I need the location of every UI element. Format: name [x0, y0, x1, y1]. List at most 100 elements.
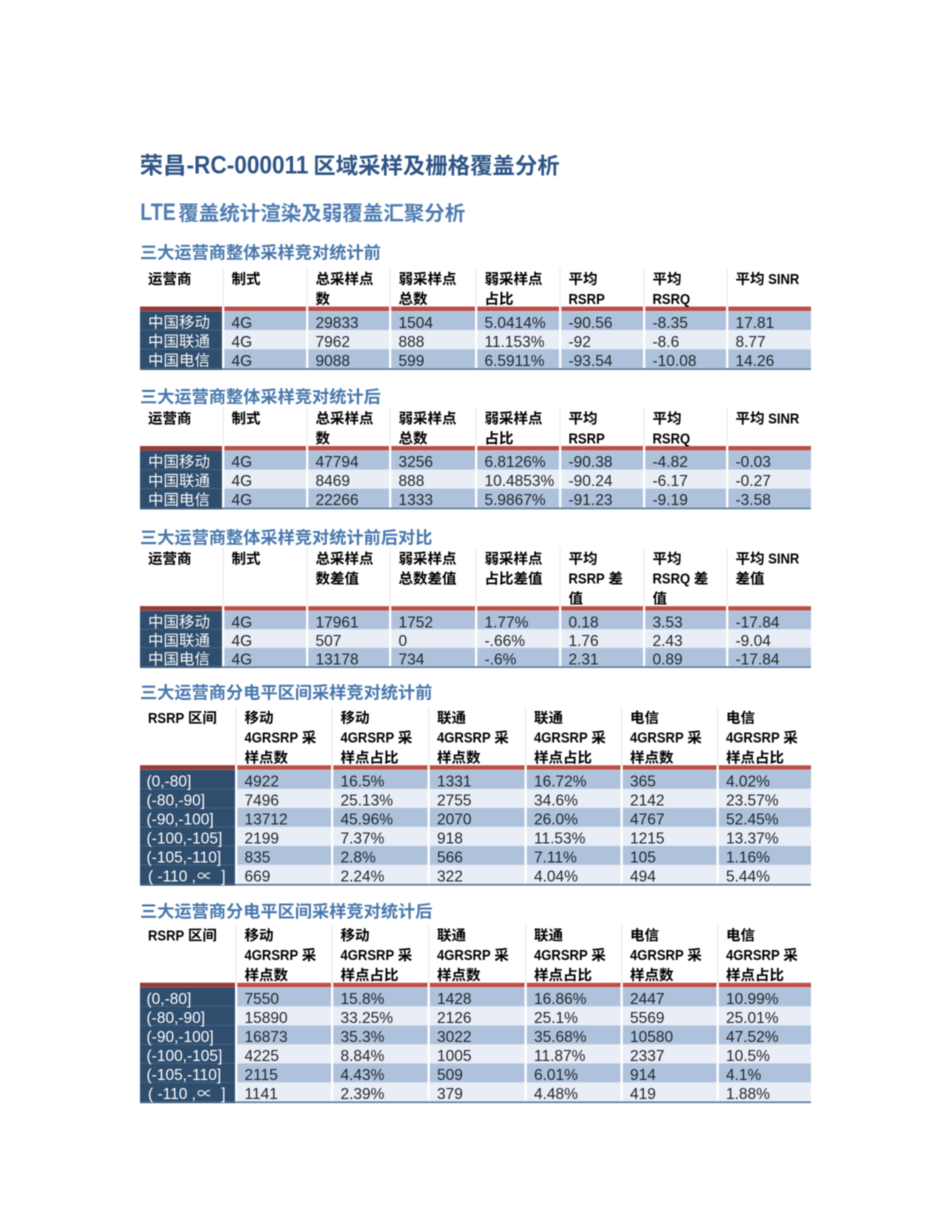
svg-text:4G: 4G — [232, 353, 253, 370]
svg-text:7550: 7550 — [245, 991, 280, 1008]
svg-text:35.68%: 35.68% — [534, 1029, 587, 1046]
svg-text:4GRSRP: 4GRSRP — [245, 731, 302, 747]
svg-text:10.4853%: 10.4853% — [485, 473, 555, 490]
svg-text:(-80,-90]: (-80,-90] — [147, 1010, 206, 1027]
svg-text:10.99%: 10.99% — [726, 991, 779, 1008]
svg-text:2070: 2070 — [437, 812, 472, 829]
svg-text:16873: 16873 — [245, 1029, 288, 1046]
svg-text:11.87%: 11.87% — [534, 1048, 586, 1065]
svg-text:(-100,-105]: (-100,-105] — [147, 831, 223, 848]
svg-text:16.72%: 16.72% — [534, 774, 587, 791]
svg-text:RSRP: RSRP — [569, 572, 609, 588]
svg-text:9088: 9088 — [316, 353, 350, 370]
svg-text:4.04%: 4.04% — [534, 869, 578, 886]
svg-text:6.8126%: 6.8126% — [485, 454, 546, 471]
svg-text:23.57%: 23.57% — [726, 793, 779, 810]
svg-text:4G: 4G — [232, 633, 253, 650]
svg-text:(-105,-110]: (-105,-110] — [147, 850, 222, 867]
svg-text:888: 888 — [399, 334, 425, 351]
svg-text:4GRSRP: 4GRSRP — [341, 948, 398, 964]
svg-text:47794: 47794 — [316, 454, 359, 471]
svg-text:SINR: SINR — [765, 411, 800, 427]
svg-text:22266: 22266 — [316, 492, 359, 509]
svg-text:-90.38: -90.38 — [569, 454, 613, 471]
svg-text:-92: -92 — [569, 334, 591, 351]
svg-text:]: ] — [213, 1086, 226, 1103]
svg-text:RSRP: RSRP — [148, 711, 188, 727]
svg-text:4GRSRP: 4GRSRP — [534, 731, 591, 747]
svg-text:2.43: 2.43 — [653, 633, 683, 650]
svg-text:1752: 1752 — [399, 614, 433, 631]
svg-text:4G: 4G — [232, 315, 253, 332]
svg-text:4GRSRP: 4GRSRP — [726, 948, 783, 964]
svg-text:2755: 2755 — [437, 793, 471, 810]
svg-text:13178: 13178 — [316, 651, 359, 668]
svg-text:-90.56: -90.56 — [569, 315, 613, 332]
svg-text:379: 379 — [437, 1086, 463, 1103]
svg-text:6.01%: 6.01% — [534, 1067, 578, 1084]
svg-text:4GRSRP: 4GRSRP — [630, 948, 687, 964]
svg-text:(-80,-90]: (-80,-90] — [147, 793, 206, 810]
svg-text:4G: 4G — [232, 492, 253, 509]
svg-text:7.11%: 7.11% — [534, 850, 577, 867]
svg-text:734: 734 — [399, 651, 425, 668]
svg-text:( -110 ,: ( -110 , — [148, 869, 196, 886]
svg-text:4767: 4767 — [630, 812, 664, 829]
svg-text:1.77%: 1.77% — [485, 614, 529, 631]
svg-text:4GRSRP: 4GRSRP — [534, 948, 591, 964]
svg-text:SINR: SINR — [765, 272, 800, 288]
svg-text:2337: 2337 — [630, 1048, 664, 1065]
svg-text:25.01%: 25.01% — [726, 1010, 779, 1027]
svg-text:0: 0 — [399, 633, 408, 650]
svg-text:4G: 4G — [232, 473, 253, 490]
svg-text:2447: 2447 — [630, 991, 664, 1008]
svg-text:2115: 2115 — [245, 1067, 278, 1084]
svg-text:29833: 29833 — [316, 315, 359, 332]
svg-text:47.52%: 47.52% — [726, 1029, 779, 1046]
svg-text:2.8%: 2.8% — [341, 850, 377, 867]
svg-text:1428: 1428 — [437, 991, 471, 1008]
svg-text:-17.84: -17.84 — [736, 614, 780, 631]
svg-text:2126: 2126 — [437, 1010, 471, 1027]
svg-text:16.86%: 16.86% — [534, 991, 587, 1008]
svg-text:-0.27: -0.27 — [736, 473, 771, 490]
svg-text:RSRQ: RSRQ — [653, 572, 694, 588]
svg-text:(-90,-100]: (-90,-100] — [147, 1029, 214, 1046]
svg-text:25.13%: 25.13% — [341, 793, 394, 810]
svg-text:15890: 15890 — [245, 1010, 288, 1027]
svg-text:33.25%: 33.25% — [341, 1010, 394, 1027]
svg-text:-3.58: -3.58 — [736, 492, 771, 509]
svg-text:-9.19: -9.19 — [653, 492, 688, 509]
svg-text:(0,-80]: (0,-80] — [147, 774, 192, 791]
svg-text:(-100,-105]: (-100,-105] — [147, 1048, 223, 1065]
svg-text:11.153%: 11.153% — [485, 334, 545, 351]
svg-text:1.16%: 1.16% — [726, 850, 770, 867]
svg-text:1504: 1504 — [399, 315, 434, 332]
svg-text:4225: 4225 — [245, 1048, 279, 1065]
svg-text:3022: 3022 — [437, 1029, 471, 1046]
svg-text:509: 509 — [437, 1067, 463, 1084]
svg-text:-10.08: -10.08 — [653, 353, 697, 370]
svg-text:-8.35: -8.35 — [653, 315, 688, 332]
svg-text:7496: 7496 — [245, 793, 279, 810]
svg-text:(-105,-110]: (-105,-110] — [147, 1067, 222, 1084]
svg-text:3.53: 3.53 — [653, 614, 683, 631]
svg-text:10580: 10580 — [630, 1029, 673, 1046]
svg-text:]: ] — [213, 869, 226, 886]
svg-text:5.0414%: 5.0414% — [485, 315, 546, 332]
svg-text:13.37%: 13.37% — [726, 831, 779, 848]
svg-text:835: 835 — [245, 850, 271, 867]
svg-text:2.24%: 2.24% — [341, 869, 385, 886]
svg-text:105: 105 — [630, 850, 656, 867]
svg-text:(0,-80]: (0,-80] — [147, 991, 192, 1008]
svg-text:-93.54: -93.54 — [569, 353, 613, 370]
svg-text:4G: 4G — [232, 334, 253, 351]
svg-text:0.89: 0.89 — [653, 651, 683, 668]
svg-text:16.5%: 16.5% — [341, 774, 385, 791]
svg-text:1.88%: 1.88% — [726, 1086, 770, 1103]
svg-text:669: 669 — [245, 869, 271, 886]
svg-text:2199: 2199 — [245, 831, 279, 848]
svg-text:-8.6: -8.6 — [653, 334, 680, 351]
svg-text:RSRQ: RSRQ — [653, 431, 691, 447]
svg-text:35.3%: 35.3% — [341, 1029, 385, 1046]
